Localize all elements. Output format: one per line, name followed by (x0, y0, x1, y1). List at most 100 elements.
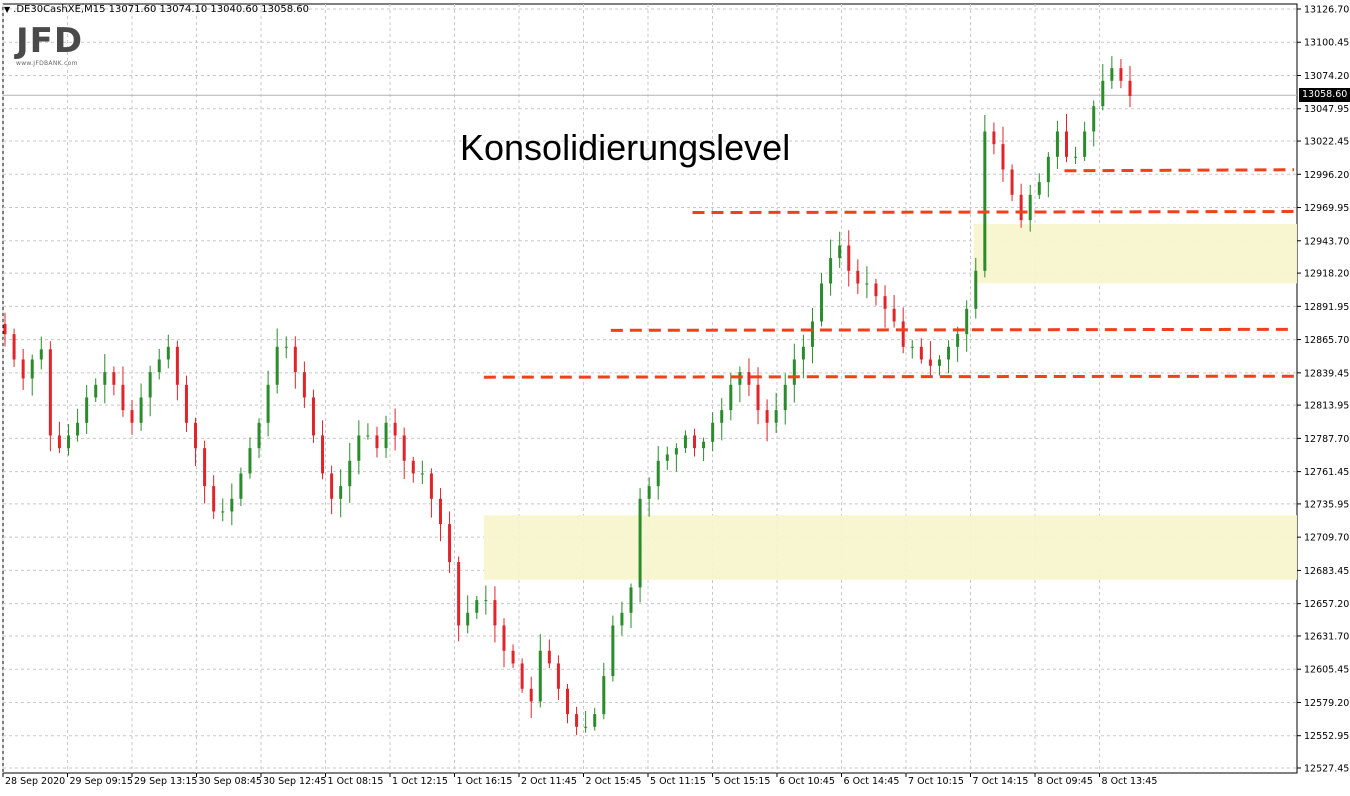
y-tick-label: 13074.20 (1304, 71, 1349, 82)
x-tick-label: 6 Oct 10:45 (779, 776, 835, 787)
x-tick-label: 2 Oct 15:45 (586, 776, 642, 787)
candle-body (67, 435, 71, 449)
logo-subtext: www.JFDBANK.com (16, 60, 78, 67)
candle-body (883, 296, 887, 309)
jfd-logo: JFD www.JFDBANK.com (16, 24, 83, 67)
candle-body (1083, 131, 1087, 157)
candle-body (85, 397, 89, 423)
candle-body (1010, 169, 1014, 195)
candle-body (184, 384, 188, 423)
candle-body (1128, 80, 1132, 97)
candle-body (293, 346, 297, 373)
candle-body (829, 258, 833, 284)
candle-body (1055, 131, 1059, 157)
candle-body (774, 410, 778, 423)
candle-body (620, 612, 624, 626)
x-tick-label: 7 Oct 10:15 (908, 776, 964, 787)
y-tick-label: 12918.20 (1304, 269, 1349, 280)
candle-body (638, 498, 642, 588)
y-tick-label: 12552.95 (1304, 731, 1349, 742)
candle-body (556, 663, 560, 689)
x-tick-label: 7 Oct 14:15 (973, 776, 1029, 787)
x-tick-label: 30 Sep 08:45 (199, 776, 262, 787)
candle-body (57, 435, 61, 449)
candle-body (257, 422, 261, 449)
candle-body (94, 384, 98, 398)
candle-body (529, 688, 533, 702)
candle-body (547, 650, 551, 664)
candle-body (584, 726, 588, 728)
candle-body (674, 448, 678, 455)
candle-body (892, 308, 896, 322)
candle-body (12, 334, 16, 360)
y-tick-label: 12839.45 (1304, 368, 1349, 379)
candle-body (901, 321, 905, 347)
x-tick-label: 6 Oct 14:45 (844, 776, 900, 787)
x-tick-label: 2 Oct 11:45 (521, 776, 577, 787)
x-tick-label: 28 Sep 2020 (5, 776, 65, 787)
candle-body (466, 612, 470, 626)
candle-body (311, 397, 315, 436)
x-tick-label: 1 Oct 08:15 (328, 776, 384, 787)
candle-body (493, 600, 497, 626)
candle-body (302, 372, 306, 398)
candle-body (475, 600, 479, 613)
candle-body (1110, 68, 1114, 81)
candle-body (593, 714, 597, 727)
plot-frame (2, 3, 1298, 774)
candle-body (357, 435, 361, 461)
y-tick-label: 12605.45 (1304, 665, 1349, 676)
candle-body (375, 435, 379, 449)
candle-body (856, 270, 860, 284)
candle-body (1092, 106, 1096, 132)
candle-body (248, 448, 252, 474)
x-tick-label: 1 Oct 12:15 (392, 776, 448, 787)
x-tick-label: 30 Sep 12:45 (263, 776, 326, 787)
candle-body (729, 384, 733, 411)
candle-body (21, 359, 25, 379)
candle-body (230, 498, 234, 512)
candle-body (647, 486, 651, 499)
candle-body (1001, 144, 1005, 170)
candle-body (792, 359, 796, 385)
candle-body (765, 410, 769, 423)
consolidation-level-line (692, 210, 1295, 215)
y-tick-label: 12527.45 (1304, 764, 1349, 775)
y-tick-label: 12787.70 (1304, 434, 1349, 445)
y-tick-label: 12761.45 (1304, 467, 1349, 478)
candle-body (974, 270, 978, 309)
candle-body (928, 359, 932, 366)
candle-body (3, 323, 7, 335)
candle-body (575, 714, 579, 727)
candle-body (810, 321, 814, 347)
candle-body (221, 511, 225, 513)
candle-body (103, 372, 107, 385)
symbol-ohlc-label: .DE30CashXE,M15 13071.60 13074.10 13040.… (13, 4, 310, 15)
y-tick-label: 12631.70 (1304, 631, 1349, 642)
candle-body (330, 473, 334, 499)
candle-body (865, 283, 869, 285)
dropdown-arrow-icon[interactable]: ▼ (4, 5, 11, 14)
candle-body (656, 460, 660, 487)
candle-body (538, 650, 542, 702)
y-tick-label: 13126.70 (1304, 5, 1349, 16)
candle-body (665, 454, 669, 461)
y-tick-label: 12579.20 (1304, 698, 1349, 709)
candle-body (566, 688, 569, 715)
logo-text: JFD (16, 21, 84, 61)
candle-body (275, 346, 279, 385)
candle-body (420, 473, 424, 475)
candle-body (820, 283, 824, 322)
candle-body (339, 486, 343, 499)
candle-body (484, 600, 488, 602)
candle-body (693, 435, 697, 449)
candle-body (1101, 80, 1105, 107)
candle-body (429, 473, 433, 499)
candle-body (239, 473, 243, 499)
candle-body (783, 384, 787, 411)
current-price-tag: 13058.60 (1299, 88, 1350, 102)
candle-body (366, 435, 370, 437)
y-tick-label: 13047.95 (1304, 104, 1349, 115)
